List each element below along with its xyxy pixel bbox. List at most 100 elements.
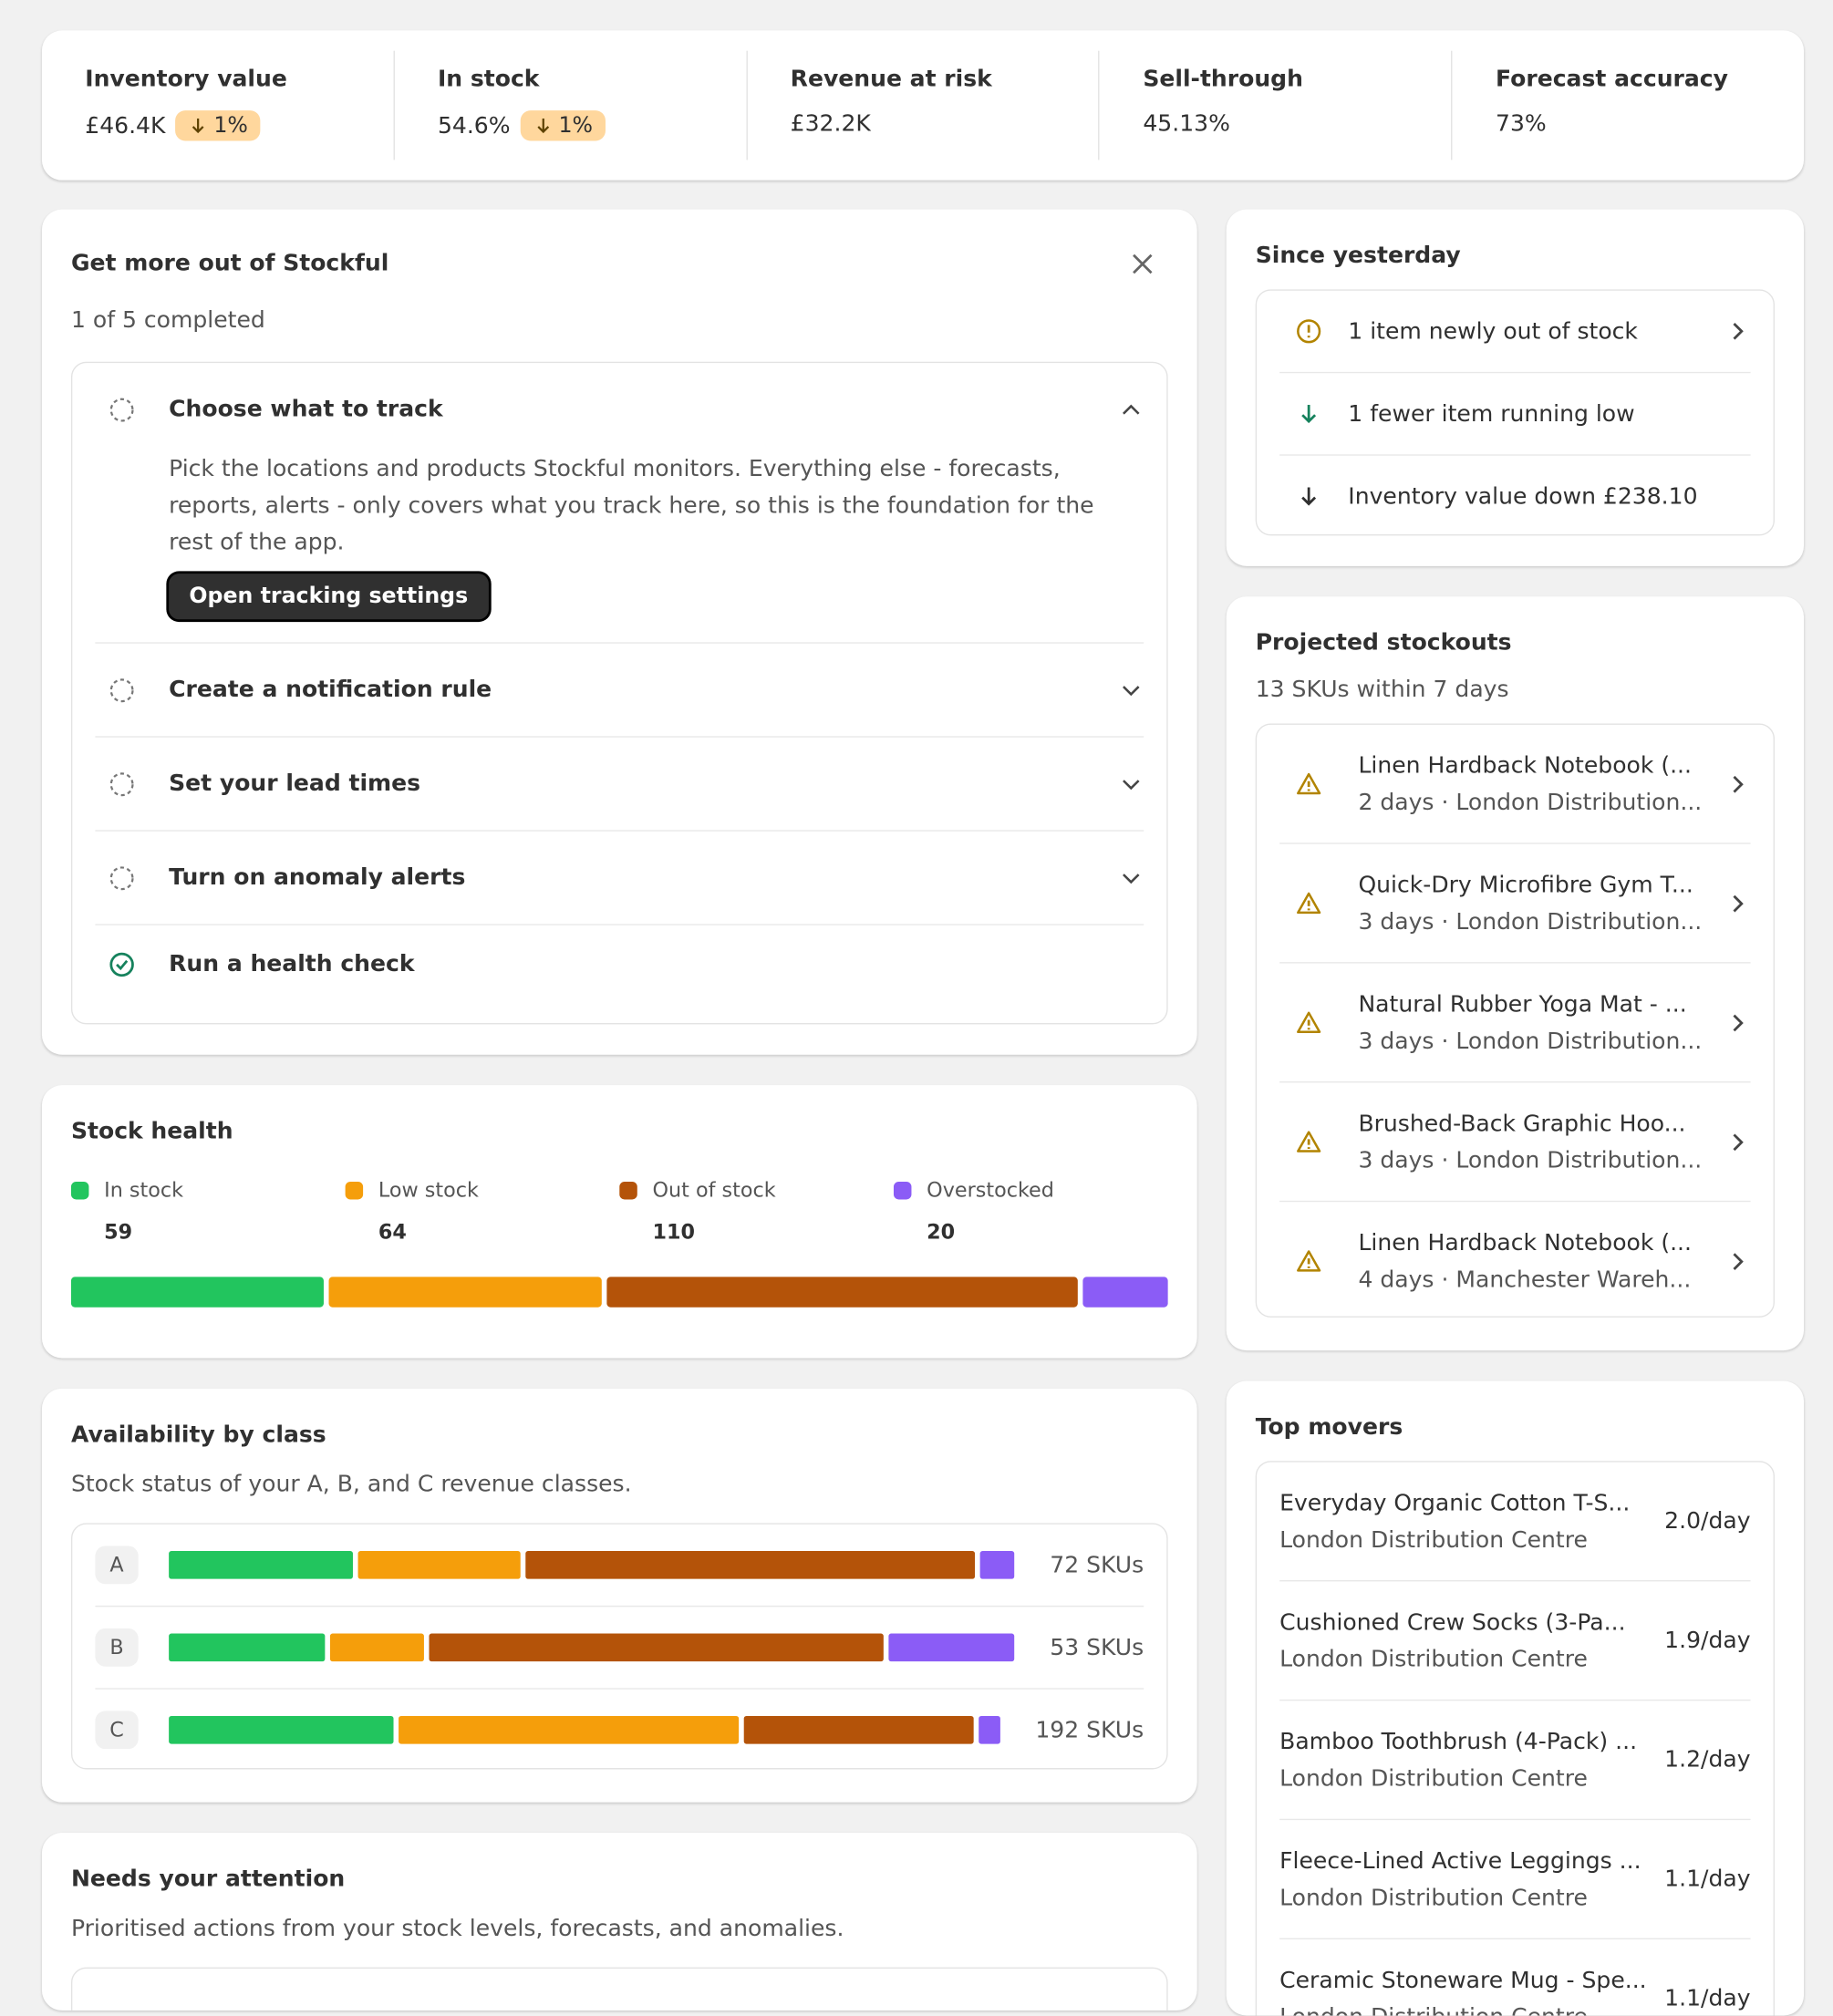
since-item: 1 fewer item running low xyxy=(1279,373,1751,456)
legend-label: Low stock xyxy=(378,1177,479,1203)
movers-card: Top movers Everyday Organic Cotton T-S..… xyxy=(1226,1380,1805,2016)
attention-list xyxy=(70,1967,1168,2011)
bar-segment xyxy=(888,1633,1015,1662)
stockout-text: Brushed-Back Graphic Hoo... 3 days · Lond… xyxy=(1358,1105,1702,1179)
change-badge: 1% xyxy=(175,110,261,141)
bar-segment xyxy=(70,1277,324,1308)
mover-rate: 1.2/day xyxy=(1664,1746,1751,1773)
close-button[interactable] xyxy=(1130,252,1155,277)
todo-icon xyxy=(109,771,134,796)
step[interactable]: Set your lead times xyxy=(95,738,1144,832)
metric-label: Forecast accuracy xyxy=(1496,66,1728,93)
step-header: Choose what to track xyxy=(95,396,1144,423)
legend-swatch xyxy=(70,1181,89,1199)
todo-icon xyxy=(109,677,134,702)
chevron xyxy=(1123,873,1140,884)
mover-item: Cushioned Crew Socks (3-Pa... London Dist… xyxy=(1279,1581,1751,1701)
step[interactable]: Turn on anomaly alerts xyxy=(95,832,1144,925)
legend-item: Overstocked 20 xyxy=(893,1178,1168,1245)
mover-item: Ceramic Stoneware Mug - Spe... London Dis… xyxy=(1279,1939,1750,2016)
metric-label: Revenue at risk xyxy=(790,66,992,93)
legend-label-row: Low stock xyxy=(345,1177,620,1203)
step[interactable]: Run a health check xyxy=(95,925,1144,1003)
stockout-text: Linen Hardback Notebook (... 2 days · Lon… xyxy=(1358,747,1702,821)
bar-segment xyxy=(743,1715,974,1744)
stockout-item[interactable]: Natural Rubber Yoga Mat - ... 3 days · Lo… xyxy=(1279,964,1751,1083)
stockouts-card: Projected stockouts 13 SKUs within 7 day… xyxy=(1226,596,1805,1351)
stockout-detail: 3 days · London Distribution... xyxy=(1358,1146,1703,1173)
chevron xyxy=(1733,775,1744,792)
mover-text: Fleece-Lined Active Leggings ... London D… xyxy=(1279,1842,1641,1916)
mover-location: London Distribution Centre xyxy=(1279,1525,1588,1554)
mover-location: London Distribution Centre xyxy=(1279,1764,1588,1792)
class-row: C 192 SKUs xyxy=(95,1690,1144,1771)
since-list: 1 item newly out of stock 1 fewer item ru… xyxy=(1255,289,1776,536)
stockout-item[interactable]: Quick-Dry Microfibre Gym T... 3 days · Lo… xyxy=(1279,844,1751,964)
stockout-detail: 3 days · London Distribution... xyxy=(1358,1027,1703,1055)
mover-text: Bamboo Toothbrush (4-Pack) ... London Dis… xyxy=(1279,1723,1637,1797)
legend-label: In stock xyxy=(104,1177,184,1203)
bar-segment xyxy=(358,1551,521,1579)
onboarding-title: Get more out of Stockful xyxy=(70,250,389,277)
steps-list: Choose what to track Pick the locations a… xyxy=(70,361,1168,1025)
metric: Sell-through 45.13% xyxy=(1098,50,1452,160)
step[interactable]: Choose what to track Pick the locations a… xyxy=(95,363,1144,644)
mover-name: Ceramic Stoneware Mug - Spe... xyxy=(1279,1966,1647,1994)
chevron xyxy=(1733,894,1744,912)
class-row: A 72 SKUs xyxy=(95,1525,1144,1608)
stock-bar xyxy=(70,1277,1168,1308)
bar-segment xyxy=(399,1715,740,1744)
down-arrow xyxy=(1301,405,1317,424)
step-title: Run a health check xyxy=(169,950,415,977)
bar-segment xyxy=(979,1551,1015,1579)
stockouts-title: Projected stockouts xyxy=(1255,629,1512,656)
step-title: Choose what to track xyxy=(169,396,443,423)
metric-row: 54.6% 1% xyxy=(437,110,703,141)
bar-segment xyxy=(169,1551,354,1579)
bar-segment xyxy=(606,1277,1078,1308)
warning-icon xyxy=(1297,772,1321,794)
metric-value: 73% xyxy=(1496,110,1547,138)
step-button[interactable]: Open tracking settings xyxy=(169,574,489,620)
mover-text: Cushioned Crew Socks (3-Pa... London Dist… xyxy=(1279,1604,1625,1678)
mover-item: Fleece-Lined Active Leggings ... London D… xyxy=(1279,1820,1751,1939)
step-title: Turn on anomaly alerts xyxy=(169,863,466,892)
alert-icon xyxy=(1297,319,1321,344)
metric: Inventory value £46.4K 1% xyxy=(42,30,393,180)
stockout-item[interactable]: Linen Hardback Notebook (... 4 days · Man… xyxy=(1279,1202,1750,1319)
movers-list: Everyday Organic Cotton T-S... London Dis… xyxy=(1255,1461,1776,2016)
stockouts-subtitle: 13 SKUs within 7 days xyxy=(1255,676,1509,704)
metric-value: 45.13% xyxy=(1143,110,1230,138)
legend-value: 110 xyxy=(652,1219,695,1245)
done-icon xyxy=(109,951,134,977)
stockout-item[interactable]: Brushed-Back Graphic Hoo... 3 days · Lond… xyxy=(1279,1082,1751,1203)
chevron xyxy=(1733,322,1744,340)
step[interactable]: Create a notification rule xyxy=(95,644,1144,738)
since-title: Since yesterday xyxy=(1255,242,1461,270)
chevron xyxy=(1733,1013,1744,1031)
stockout-item[interactable]: Linen Hardback Notebook (... 2 days · Lon… xyxy=(1279,725,1751,844)
warning-icon xyxy=(1297,1010,1321,1033)
mover-location: London Distribution Centre xyxy=(1279,1999,1647,2015)
metrics-card: Inventory value £46.4K 1% In stock 54.6% 1% Re… xyxy=(41,30,1805,181)
legend: In stock 59 Low stock 64 Out of stock 110 Over… xyxy=(70,1177,1168,1245)
mover-name: Fleece-Lined Active Leggings ... xyxy=(1279,1847,1641,1875)
since-text: 1 item newly out of stock xyxy=(1348,317,1638,345)
stockout-name: Linen Hardback Notebook (... xyxy=(1358,751,1692,779)
since-text: Inventory value down £238.10 xyxy=(1348,482,1698,510)
metric-label: Sell-through xyxy=(1143,66,1303,93)
mover-name: Cushioned Crew Socks (3-Pa... xyxy=(1279,1608,1626,1636)
legend-value: 20 xyxy=(927,1219,956,1245)
since-item[interactable]: 1 item newly out of stock xyxy=(1279,291,1751,374)
stockout-text: Linen Hardback Notebook (... 4 days · Man… xyxy=(1358,1225,1692,1298)
metric-value: 54.6% xyxy=(437,112,511,140)
stockout-text: Quick-Dry Microfibre Gym T... 3 days · Lo… xyxy=(1358,866,1702,940)
class-row: B 53 SKUs xyxy=(95,1607,1144,1690)
metric-value: £32.2K xyxy=(790,110,871,138)
chevron xyxy=(1733,1252,1744,1270)
down-arrow xyxy=(537,119,550,134)
warning-icon xyxy=(1297,892,1321,914)
step-header: Create a notification rule xyxy=(95,677,1144,703)
legend-label-row: Overstocked xyxy=(893,1178,1168,1202)
availability-subtitle: Stock status of your A, B, and C revenue… xyxy=(70,1471,632,1498)
